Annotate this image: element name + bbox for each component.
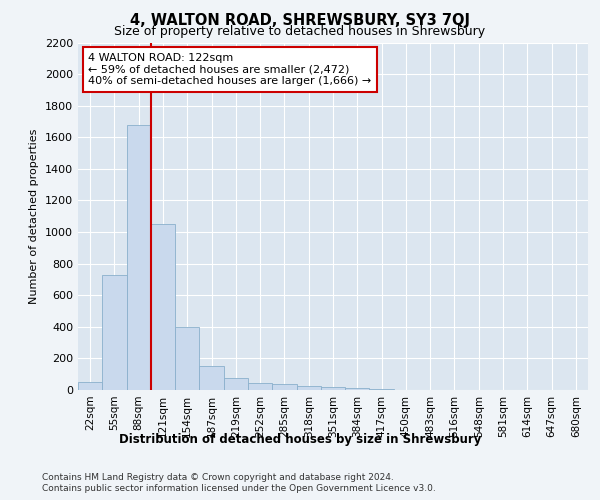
Bar (102, 274, 127, 390)
Text: Contains HM Land Registry data © Crown copyright and database right 2024.: Contains HM Land Registry data © Crown c… (42, 472, 394, 482)
Y-axis label: Number of detached properties: Number of detached properties (29, 128, 40, 304)
Text: Distribution of detached houses by size in Shrewsbury: Distribution of detached houses by size … (119, 432, 481, 446)
Bar (151, 224, 175, 390)
Bar (199, 366, 224, 390)
Bar (127, 124, 151, 390)
Bar (272, 384, 296, 390)
Bar (321, 387, 345, 390)
Bar (224, 378, 248, 390)
Text: Size of property relative to detached houses in Shrewsbury: Size of property relative to detached ho… (115, 25, 485, 38)
Text: Contains public sector information licensed under the Open Government Licence v3: Contains public sector information licen… (42, 484, 436, 493)
Text: 4, WALTON ROAD, SHREWSBURY, SY3 7QJ: 4, WALTON ROAD, SHREWSBURY, SY3 7QJ (130, 12, 470, 28)
Bar (345, 388, 370, 390)
Bar (175, 327, 199, 390)
Bar (296, 386, 321, 390)
Bar (370, 389, 394, 390)
Text: 4 WALTON ROAD: 122sqm
← 59% of detached houses are smaller (2,472)
40% of semi-d: 4 WALTON ROAD: 122sqm ← 59% of detached … (88, 53, 371, 86)
Bar (78, 382, 102, 390)
Bar (248, 383, 272, 390)
